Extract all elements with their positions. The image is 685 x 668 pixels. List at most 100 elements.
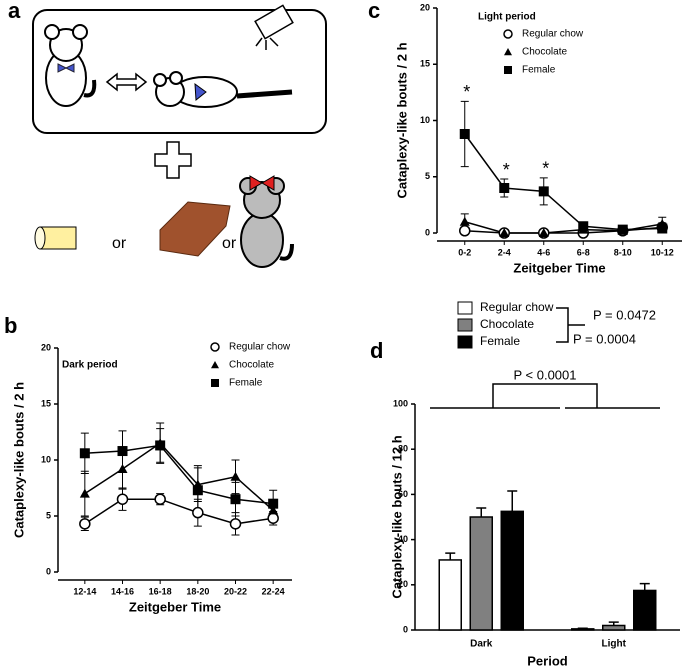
cage <box>32 9 327 134</box>
legend-label: Chocolate <box>480 317 534 331</box>
panel-label: d <box>370 338 383 363</box>
point <box>267 512 279 524</box>
y-tick-label: 5 <box>425 171 430 181</box>
legend-marker <box>503 29 513 39</box>
x-tick-label: Light <box>602 639 627 650</box>
y-tick-label: 0 <box>403 624 408 634</box>
series-line <box>464 133 663 231</box>
y-tick-label: 20 <box>420 2 430 12</box>
plus <box>154 141 192 179</box>
legend-swatch <box>457 301 473 315</box>
legend-label: Regular chow <box>229 342 291 353</box>
annotation: P < 0.0001 <box>513 367 576 382</box>
point <box>192 506 204 519</box>
x-tick-label: 2-4 <box>498 247 511 257</box>
x-tick-label: 22-24 <box>262 586 285 596</box>
y-axis-label: Cataplexy-like bouts / 12 h <box>389 435 404 598</box>
chow <box>34 226 77 250</box>
point <box>499 183 510 193</box>
chocolate <box>159 201 231 257</box>
y-tick-label: 5 <box>46 510 51 520</box>
legend-label: Female <box>480 334 520 348</box>
y-tick-label: 20 <box>398 579 408 589</box>
point <box>578 221 589 232</box>
x-tick-label: 10-12 <box>651 247 674 257</box>
bar <box>602 624 626 631</box>
series-line <box>84 498 274 525</box>
y-tick-label: 10 <box>41 454 51 464</box>
point <box>617 224 628 235</box>
y-tick-label: 40 <box>398 534 408 544</box>
point <box>459 216 470 226</box>
point <box>268 505 279 515</box>
point <box>230 471 241 481</box>
double-arrow <box>105 72 148 92</box>
panel-label: c <box>368 0 380 23</box>
series-line <box>464 221 663 234</box>
error-bar <box>476 507 487 517</box>
point <box>538 186 549 197</box>
y-tick-label: 15 <box>420 59 430 69</box>
bow <box>57 63 75 73</box>
bar <box>500 510 524 631</box>
x-tick-label: 16-18 <box>149 586 172 596</box>
point <box>79 488 90 498</box>
point <box>459 129 470 139</box>
x-tick-label: 20-22 <box>224 586 247 596</box>
panel-label: b <box>4 313 17 338</box>
or: or <box>112 235 127 252</box>
x-tick-label: 0-2 <box>458 247 471 257</box>
y-tick-label: 10 <box>420 115 430 125</box>
point <box>230 494 241 505</box>
point <box>79 448 90 459</box>
legend-label: Female <box>522 65 556 76</box>
x-tick-label: 6-8 <box>577 247 590 257</box>
annotation: * <box>463 82 470 102</box>
point <box>117 463 128 473</box>
legend-marker <box>211 379 219 387</box>
error-bar <box>507 490 518 512</box>
point <box>155 440 166 451</box>
y-tick-label: 15 <box>41 398 51 408</box>
legend-marker <box>504 48 512 56</box>
point <box>117 446 128 457</box>
error-bar <box>445 552 456 560</box>
legend-swatch <box>457 318 473 332</box>
point <box>116 493 129 505</box>
legend-label: Chocolate <box>522 47 567 58</box>
bar <box>571 628 595 631</box>
error-bar <box>608 621 619 626</box>
y-tick-label: 0 <box>425 227 430 237</box>
point <box>268 498 279 509</box>
or: or <box>222 235 237 252</box>
x-tick-label: 4-6 <box>537 247 550 257</box>
point <box>538 228 549 237</box>
x-tick-label: 18-20 <box>186 586 209 596</box>
chart-title: Light period <box>478 12 536 23</box>
y-tick-label: 20 <box>41 342 51 352</box>
chart-title: Dark period <box>62 360 118 371</box>
bracket <box>430 383 660 409</box>
point <box>229 518 242 530</box>
bar <box>469 516 493 631</box>
point <box>79 518 91 530</box>
bracket <box>556 307 585 343</box>
legend-marker <box>210 342 220 352</box>
diagram <box>32 4 327 268</box>
legend-label: Regular chow <box>480 300 554 314</box>
y-tick-label: 0 <box>46 566 51 576</box>
point <box>154 493 166 505</box>
legend-marker <box>211 361 219 369</box>
annotation: * <box>542 159 549 179</box>
x-tick-label: 14-16 <box>111 586 134 596</box>
series-line <box>84 444 274 505</box>
point <box>192 485 203 496</box>
y-axis-label: Cataplexy-like bouts / 2 h <box>394 42 409 198</box>
bow <box>249 175 275 191</box>
point <box>499 228 510 237</box>
point <box>459 225 471 237</box>
x-axis-label: Period <box>527 653 568 668</box>
mouse-female <box>239 177 294 268</box>
mouse-lying <box>153 71 293 108</box>
